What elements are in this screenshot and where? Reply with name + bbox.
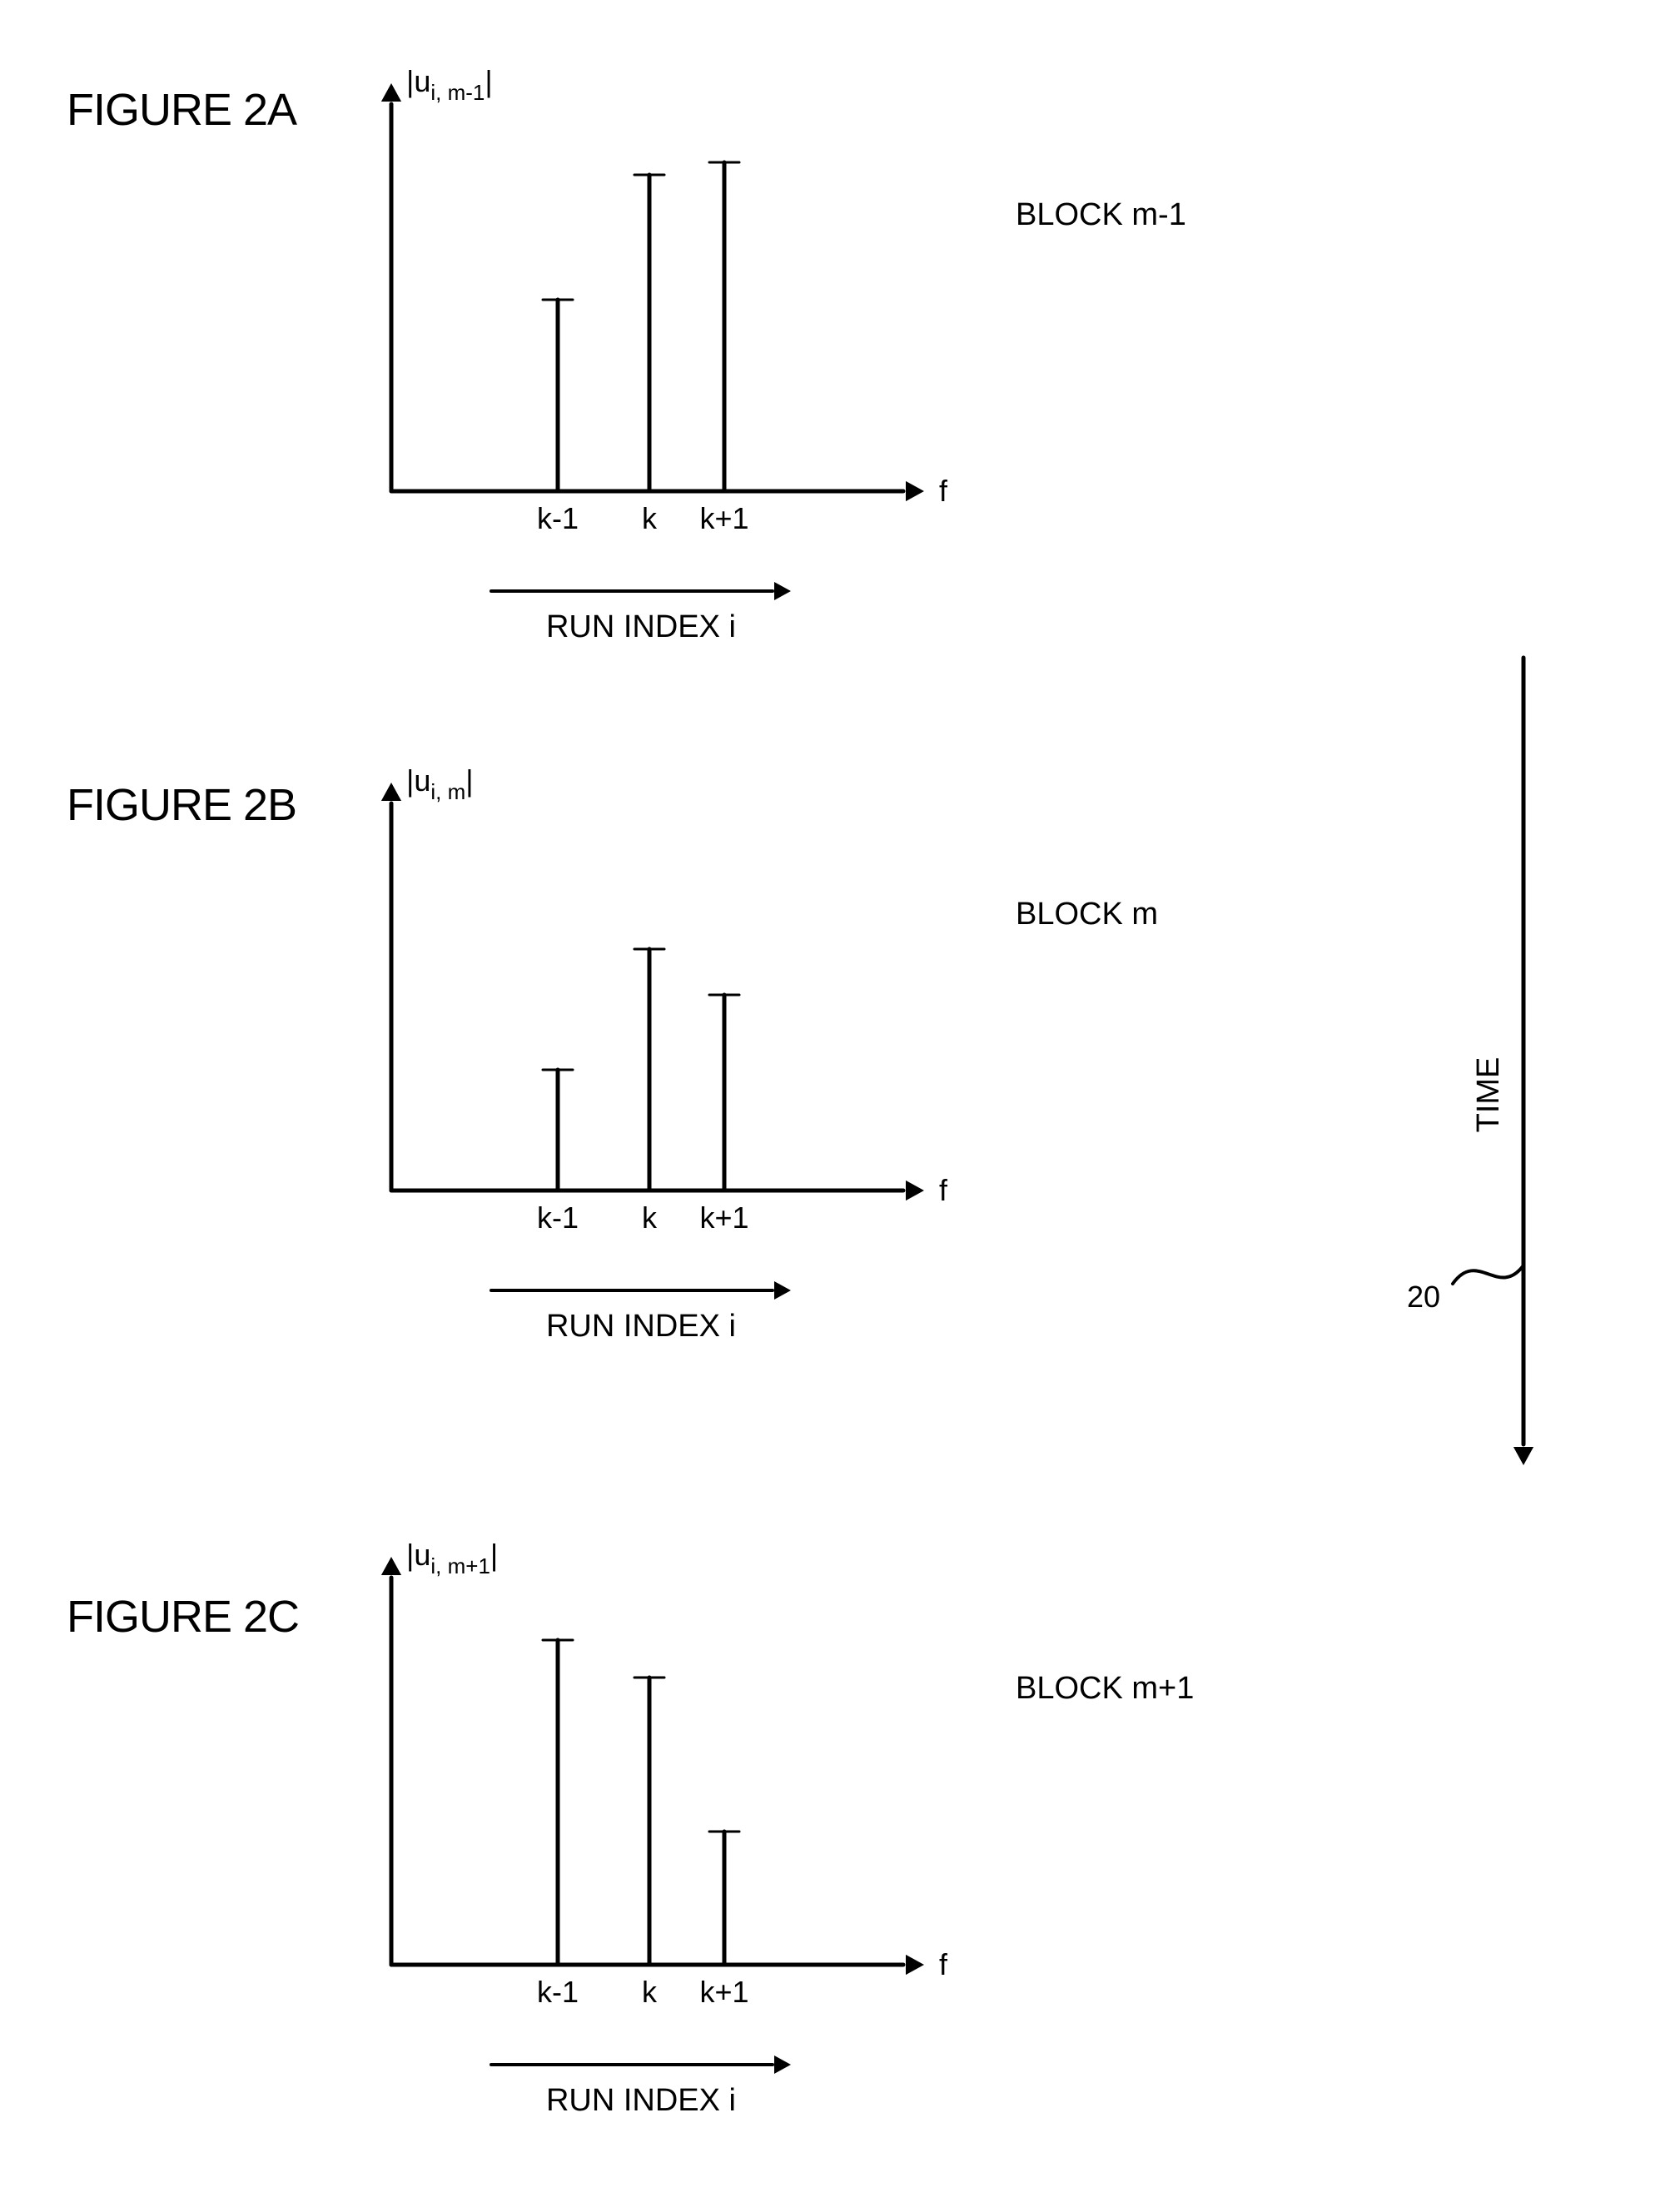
fig2a-tick-k+1: k+1 [699,501,748,535]
fig2c-x-axis-label: f [939,1947,948,1981]
fig2b-title: FIGURE 2B [67,780,296,830]
fig2a-tick-k-1: k-1 [537,501,579,535]
fig2a-title: FIGURE 2A [67,85,297,135]
fig2a-run-index-label: RUN INDEX i [546,609,736,644]
fig2c-run-index-label: RUN INDEX i [546,2083,736,2118]
fig2a-x-axis-label: f [939,474,948,508]
fig2b-run-index-label: RUN INDEX i [546,1309,736,1344]
fig2a-y-axis-label: |ui, m-1| [406,64,493,105]
fig2c-block-label: BLOCK m+1 [1016,1671,1194,1706]
time-axis-ref-number: 20 [1407,1280,1440,1314]
fig2b-tick-k-1: k-1 [537,1200,579,1235]
fig2c-title: FIGURE 2C [67,1592,299,1642]
fig2c-tick-k-1: k-1 [537,1975,579,2009]
fig2b-y-axis-label: |ui, m| [406,763,474,804]
fig2b-x-axis-label: f [939,1173,948,1207]
figure-canvas: FIGURE 2A BLOCK m-1 |ui, m-1| f k-1 k k+1 RUN I… [0,0,1670,2212]
fig2c-tick-k: k [642,1975,658,2009]
time-axis-label: TIME [1471,1057,1506,1133]
fig2c-y-axis-label: |ui, m+1| [406,1538,498,1578]
fig2b-block-label: BLOCK m [1016,897,1158,932]
fig2a-block-label: BLOCK m-1 [1016,197,1186,232]
fig2b-tick-k: k [642,1200,658,1235]
fig2b-tick-k+1: k+1 [699,1200,748,1235]
fig2c-tick-k+1: k+1 [699,1975,748,2009]
fig2a-tick-k: k [642,501,658,535]
